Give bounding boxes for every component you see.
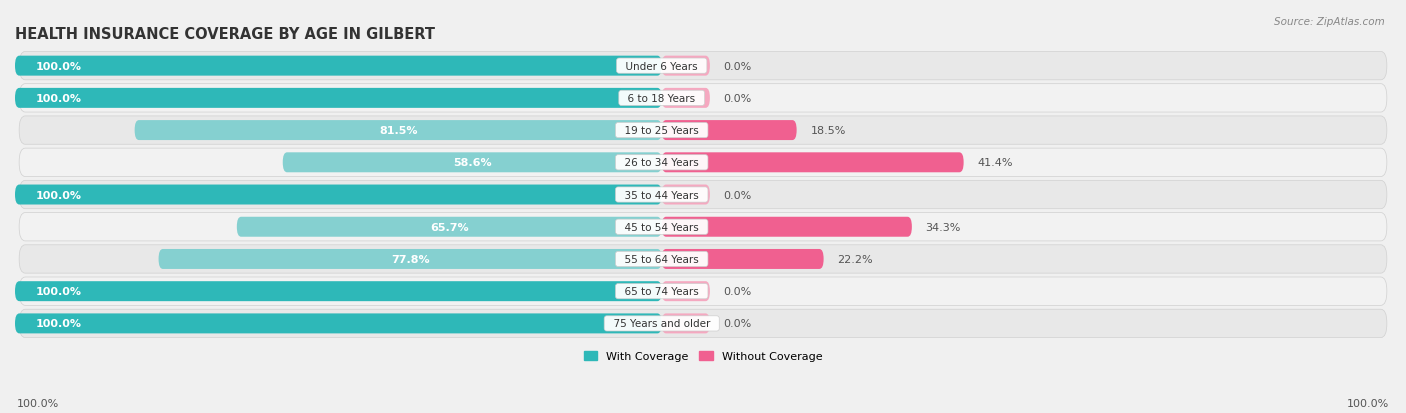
Text: 18.5%: 18.5%: [810, 126, 846, 136]
Text: 100.0%: 100.0%: [35, 190, 82, 200]
FancyBboxPatch shape: [662, 313, 710, 334]
FancyBboxPatch shape: [20, 213, 1386, 241]
FancyBboxPatch shape: [662, 57, 710, 76]
Text: 55 to 64 Years: 55 to 64 Years: [619, 254, 706, 264]
FancyBboxPatch shape: [662, 89, 710, 109]
Text: 65.7%: 65.7%: [430, 222, 468, 232]
Text: 19 to 25 Years: 19 to 25 Years: [619, 126, 706, 136]
FancyBboxPatch shape: [20, 278, 1386, 306]
FancyBboxPatch shape: [15, 185, 662, 205]
FancyBboxPatch shape: [20, 181, 1386, 209]
FancyBboxPatch shape: [20, 309, 1386, 338]
Text: 35 to 44 Years: 35 to 44 Years: [619, 190, 706, 200]
Text: 0.0%: 0.0%: [724, 62, 752, 71]
Text: Source: ZipAtlas.com: Source: ZipAtlas.com: [1274, 17, 1385, 26]
FancyBboxPatch shape: [662, 185, 710, 205]
Text: 100.0%: 100.0%: [35, 318, 82, 329]
Text: 0.0%: 0.0%: [724, 318, 752, 329]
FancyBboxPatch shape: [662, 249, 824, 269]
Text: 77.8%: 77.8%: [391, 254, 429, 264]
Text: 58.6%: 58.6%: [453, 158, 492, 168]
Text: 0.0%: 0.0%: [724, 94, 752, 104]
Text: 81.5%: 81.5%: [380, 126, 418, 136]
Text: HEALTH INSURANCE COVERAGE BY AGE IN GILBERT: HEALTH INSURANCE COVERAGE BY AGE IN GILB…: [15, 27, 434, 42]
Text: 41.4%: 41.4%: [977, 158, 1012, 168]
Text: 100.0%: 100.0%: [35, 287, 82, 297]
Text: 100.0%: 100.0%: [35, 62, 82, 71]
FancyBboxPatch shape: [20, 245, 1386, 273]
FancyBboxPatch shape: [15, 57, 662, 76]
FancyBboxPatch shape: [20, 116, 1386, 145]
FancyBboxPatch shape: [662, 121, 797, 141]
Text: 65 to 74 Years: 65 to 74 Years: [619, 287, 706, 297]
FancyBboxPatch shape: [20, 149, 1386, 177]
FancyBboxPatch shape: [20, 85, 1386, 113]
Text: 45 to 54 Years: 45 to 54 Years: [619, 222, 706, 232]
Text: 6 to 18 Years: 6 to 18 Years: [621, 94, 702, 104]
Text: 75 Years and older: 75 Years and older: [607, 318, 717, 329]
FancyBboxPatch shape: [662, 282, 710, 301]
FancyBboxPatch shape: [20, 52, 1386, 81]
Text: 22.2%: 22.2%: [838, 254, 873, 264]
Text: 34.3%: 34.3%: [925, 222, 960, 232]
Text: 26 to 34 Years: 26 to 34 Years: [619, 158, 706, 168]
FancyBboxPatch shape: [15, 282, 662, 301]
FancyBboxPatch shape: [236, 217, 662, 237]
Text: 0.0%: 0.0%: [724, 287, 752, 297]
FancyBboxPatch shape: [283, 153, 662, 173]
FancyBboxPatch shape: [662, 217, 912, 237]
Text: 100.0%: 100.0%: [35, 94, 82, 104]
FancyBboxPatch shape: [15, 89, 662, 109]
Text: 0.0%: 0.0%: [724, 190, 752, 200]
FancyBboxPatch shape: [662, 153, 963, 173]
Legend: With Coverage, Without Coverage: With Coverage, Without Coverage: [579, 347, 827, 366]
Text: 100.0%: 100.0%: [17, 398, 59, 408]
FancyBboxPatch shape: [15, 313, 662, 334]
FancyBboxPatch shape: [159, 249, 662, 269]
Text: 100.0%: 100.0%: [1347, 398, 1389, 408]
FancyBboxPatch shape: [135, 121, 662, 141]
Text: Under 6 Years: Under 6 Years: [619, 62, 704, 71]
